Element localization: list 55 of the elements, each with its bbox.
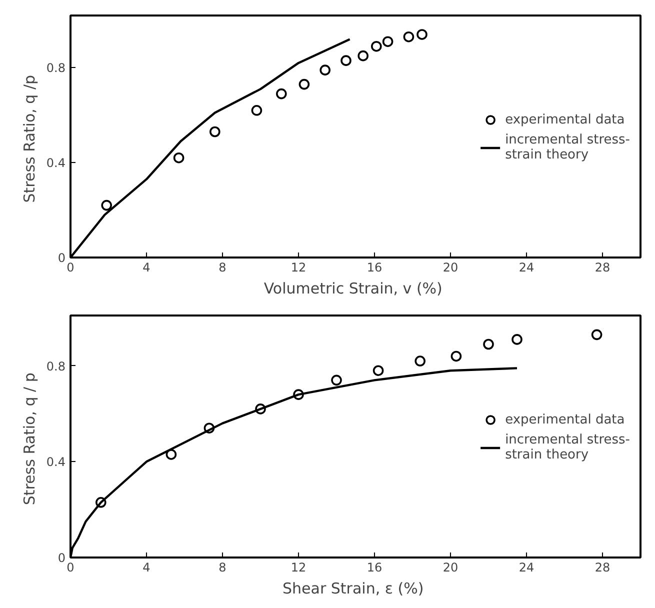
- point: [358, 50, 368, 62]
- x-tick-label: 28: [594, 560, 610, 574]
- point: [210, 126, 220, 138]
- y-tick-label: 0.8: [46, 61, 66, 76]
- point: [591, 329, 602, 340]
- y-tick-label: 0.4: [46, 156, 66, 170]
- x-tick-label: 4: [142, 560, 150, 574]
- point: [371, 40, 382, 52]
- point: [101, 200, 112, 211]
- point: [298, 78, 310, 90]
- point: [331, 374, 342, 386]
- x-axis-title: Volumetric Strain, v (%): [264, 280, 442, 298]
- point: [251, 105, 262, 116]
- x-tick-label: 16: [366, 260, 382, 274]
- point: [414, 356, 426, 366]
- x-tick-label: 12: [290, 260, 306, 274]
- y-tick-label: 0.8: [46, 359, 66, 374]
- point: [382, 36, 394, 47]
- point: [450, 350, 462, 362]
- point: [173, 152, 184, 164]
- point: [372, 365, 384, 376]
- x-tick-label: 24: [518, 560, 534, 574]
- point: [293, 389, 304, 400]
- point: [403, 31, 414, 42]
- x-tick-label: 20: [442, 260, 458, 274]
- x-tick-label: 8: [218, 260, 226, 274]
- x-tick-label: 0: [66, 260, 74, 274]
- x-tick-label: 12: [290, 560, 306, 574]
- legend-label: incremental stress- strain theory: [505, 132, 630, 162]
- y-axis-title: Stress Ratio, q / p: [20, 372, 38, 506]
- y-tick-label: 0.4: [46, 455, 66, 470]
- x-tick-label: 8: [218, 560, 226, 574]
- x-tick-label: 0: [66, 560, 74, 574]
- y-tick-label: 0: [58, 251, 66, 265]
- point: [96, 497, 106, 508]
- x-tick-label: 16: [366, 560, 382, 574]
- point: [320, 64, 330, 76]
- point: [204, 422, 215, 434]
- x-tick-label: 20: [442, 560, 458, 574]
- point: [340, 55, 352, 66]
- point: [276, 88, 287, 100]
- x-axis-title: Shear Strain, ε (%): [282, 580, 424, 598]
- point: [512, 334, 522, 345]
- legend-label: experimental data: [505, 412, 625, 427]
- legend-label: incremental stress- strain theory: [505, 432, 630, 462]
- y-tick-label: 0: [58, 551, 66, 565]
- point: [255, 404, 266, 414]
- y-axis-title: Stress Ratio, q /p: [20, 74, 38, 203]
- x-tick-label: 28: [594, 260, 610, 274]
- x-tick-label: 24: [518, 260, 534, 274]
- point: [483, 338, 494, 350]
- legend-label: experimental data: [505, 112, 625, 127]
- point: [416, 29, 428, 40]
- point: [166, 449, 177, 460]
- x-tick-label: 4: [142, 260, 150, 274]
